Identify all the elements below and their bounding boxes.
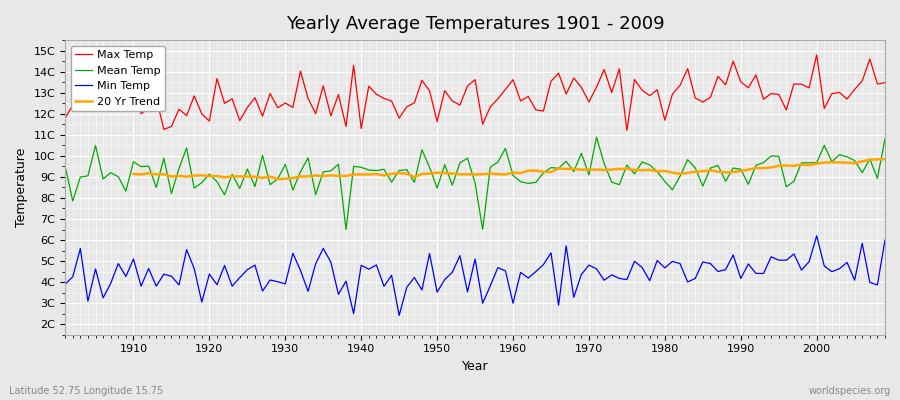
Mean Temp (121, 189, 131, 194)
Line: Min Temp: Min Temp (65, 236, 885, 315)
Max Temp (622, 128, 633, 133)
Min Temp (287, 251, 298, 256)
Min Temp (508, 301, 518, 306)
Line: Mean Temp: Mean Temp (65, 137, 885, 230)
20 Yr Trend (879, 157, 890, 162)
Mean Temp (879, 137, 890, 142)
20 Yr Trend (508, 170, 518, 175)
Max Temp (811, 52, 822, 57)
Min Temp (607, 272, 617, 277)
Max Temp (287, 105, 298, 110)
Min Temp (394, 313, 405, 318)
Title: Yearly Average Temperatures 1901 - 2009: Yearly Average Temperatures 1901 - 2009 (286, 15, 664, 33)
Mean Temp (614, 182, 625, 187)
Max Temp (59, 116, 70, 120)
20 Yr Trend (500, 172, 511, 177)
20 Yr Trend (598, 168, 609, 172)
Max Temp (121, 106, 131, 111)
Min Temp (811, 234, 822, 238)
Min Temp (333, 292, 344, 297)
Text: worldspecies.org: worldspecies.org (809, 386, 891, 396)
X-axis label: Year: Year (462, 360, 489, 373)
Mean Temp (515, 179, 526, 184)
Max Temp (333, 92, 344, 97)
Y-axis label: Temperature: Temperature (15, 148, 28, 227)
Legend: Max Temp, Mean Temp, Min Temp, 20 Yr Trend: Max Temp, Mean Temp, Min Temp, 20 Yr Tre… (71, 46, 166, 111)
Min Temp (879, 238, 890, 242)
Min Temp (121, 274, 131, 279)
Max Temp (508, 77, 518, 82)
Line: Max Temp: Max Temp (65, 55, 885, 130)
Mean Temp (59, 164, 70, 169)
Max Temp (879, 80, 890, 85)
Mean Temp (287, 188, 298, 192)
Mean Temp (508, 173, 518, 178)
Min Temp (515, 270, 526, 275)
Mean Temp (591, 135, 602, 140)
Min Temp (59, 282, 70, 287)
Mean Temp (340, 227, 351, 232)
20 Yr Trend (287, 176, 298, 180)
Max Temp (598, 67, 609, 72)
Mean Temp (333, 162, 344, 167)
20 Yr Trend (333, 174, 344, 178)
Max Temp (500, 87, 511, 92)
Line: 20 Yr Trend: 20 Yr Trend (133, 159, 885, 179)
Text: Latitude 52.75 Longitude 15.75: Latitude 52.75 Longitude 15.75 (9, 386, 163, 396)
